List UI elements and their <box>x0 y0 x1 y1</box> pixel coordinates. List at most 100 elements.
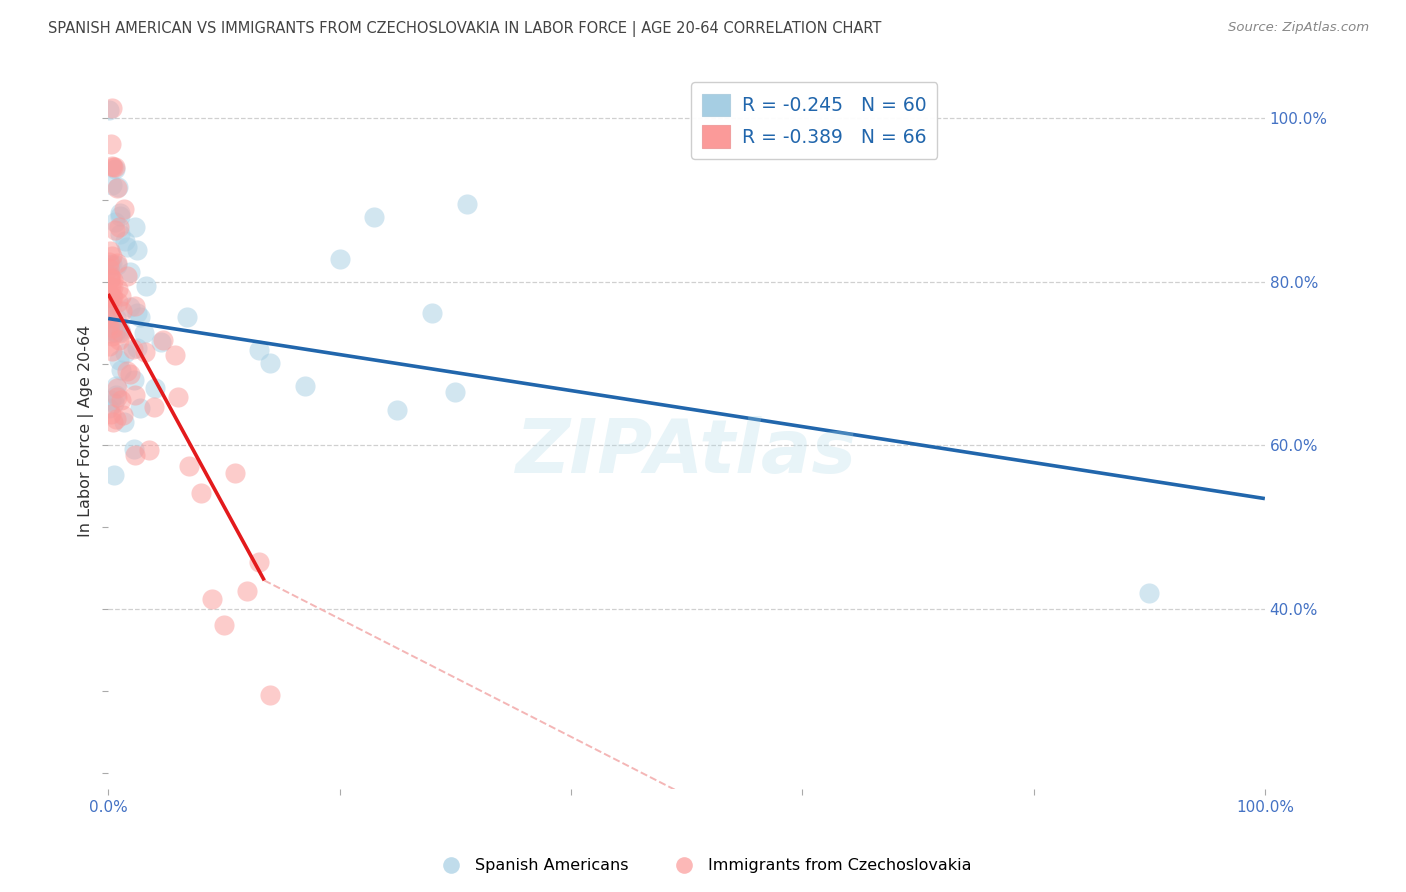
Point <box>98 326 121 340</box>
Point <box>98 300 121 314</box>
Point <box>100 137 122 152</box>
Point <box>105 311 128 326</box>
Point <box>98 310 121 325</box>
Point <box>101 295 124 310</box>
Point <box>98 244 121 259</box>
Point <box>108 219 131 234</box>
Point <box>129 310 152 325</box>
Point <box>124 449 146 463</box>
Point <box>118 300 141 314</box>
Point <box>104 160 127 174</box>
Point <box>110 362 132 376</box>
Point <box>100 270 122 285</box>
Point <box>114 202 136 217</box>
Point <box>456 197 478 211</box>
Point <box>143 400 166 414</box>
Point <box>107 282 129 296</box>
Point <box>166 390 188 404</box>
Legend: Spanish Americans, Immigrants from Czechoslovakia: Spanish Americans, Immigrants from Czech… <box>429 852 977 880</box>
Point <box>103 396 125 410</box>
Point <box>124 220 146 235</box>
Point <box>110 206 132 220</box>
Legend: R = -0.245   N = 60, R = -0.389   N = 66: R = -0.245 N = 60, R = -0.389 N = 66 <box>690 82 938 159</box>
Point <box>444 384 467 399</box>
Point <box>138 443 160 458</box>
Point <box>115 364 138 378</box>
Point <box>115 239 138 253</box>
Point <box>143 381 166 395</box>
Point <box>108 333 131 347</box>
Point <box>363 210 385 224</box>
Point <box>98 319 121 334</box>
Point <box>105 412 128 426</box>
Point <box>98 290 121 304</box>
Point <box>124 299 146 313</box>
Point <box>98 273 121 287</box>
Text: SPANISH AMERICAN VS IMMIGRANTS FROM CZECHOSLOVAKIA IN LABOR FORCE | AGE 20-64 CO: SPANISH AMERICAN VS IMMIGRANTS FROM CZEC… <box>48 21 882 37</box>
Point <box>387 403 409 417</box>
Point <box>259 356 281 370</box>
Point <box>101 249 124 263</box>
Point <box>129 401 152 415</box>
Point <box>122 442 145 457</box>
Point <box>114 234 136 248</box>
Point <box>176 310 198 325</box>
Point <box>110 392 132 407</box>
Point <box>98 291 121 305</box>
Point <box>152 334 174 348</box>
Point <box>100 323 122 337</box>
Point <box>100 280 122 294</box>
Point <box>104 388 127 402</box>
Point <box>112 415 135 429</box>
Point <box>100 178 122 193</box>
Point <box>108 326 131 340</box>
Point <box>107 321 129 335</box>
Point <box>224 467 246 481</box>
Point <box>111 303 134 318</box>
Y-axis label: In Labor Force | Age 20-64: In Labor Force | Age 20-64 <box>79 325 94 537</box>
Point <box>101 290 124 304</box>
Point <box>101 280 124 294</box>
Point <box>125 306 148 320</box>
Point <box>98 258 121 272</box>
Point <box>98 268 121 283</box>
Point <box>134 326 156 340</box>
Point <box>124 387 146 401</box>
Point <box>110 289 132 303</box>
Point <box>103 467 125 482</box>
Point <box>101 159 124 173</box>
Point <box>101 256 124 270</box>
Point <box>110 326 132 340</box>
Point <box>134 344 156 359</box>
Point <box>127 341 149 355</box>
Point <box>107 255 129 269</box>
Point <box>101 101 124 115</box>
Point <box>98 294 121 309</box>
Point <box>101 290 124 304</box>
Point <box>124 373 146 387</box>
Point <box>104 215 127 229</box>
Point <box>127 243 149 257</box>
Point <box>108 323 131 337</box>
Point <box>104 379 127 393</box>
Point <box>120 367 142 381</box>
Point <box>98 339 121 353</box>
Point <box>212 618 235 632</box>
Point <box>163 348 186 362</box>
Point <box>247 555 270 569</box>
Point <box>104 162 127 177</box>
Point <box>98 103 121 117</box>
Point <box>201 592 224 607</box>
Point <box>247 343 270 357</box>
Point <box>107 294 129 309</box>
Point <box>101 273 124 287</box>
Point <box>100 310 122 324</box>
Point <box>294 379 316 393</box>
Point <box>105 390 128 404</box>
Point <box>101 344 124 359</box>
Point <box>100 407 122 421</box>
Point <box>135 279 157 293</box>
Point <box>103 415 125 429</box>
Point <box>108 209 131 223</box>
Point <box>108 352 131 367</box>
